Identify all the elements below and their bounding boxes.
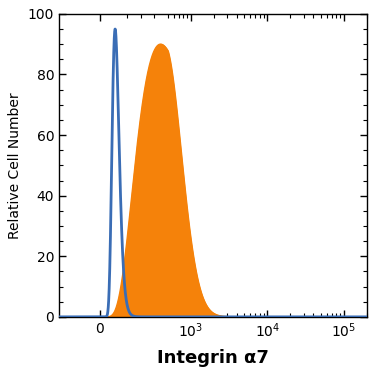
Y-axis label: Relative Cell Number: Relative Cell Number	[8, 92, 22, 238]
X-axis label: Integrin α7: Integrin α7	[157, 349, 269, 367]
